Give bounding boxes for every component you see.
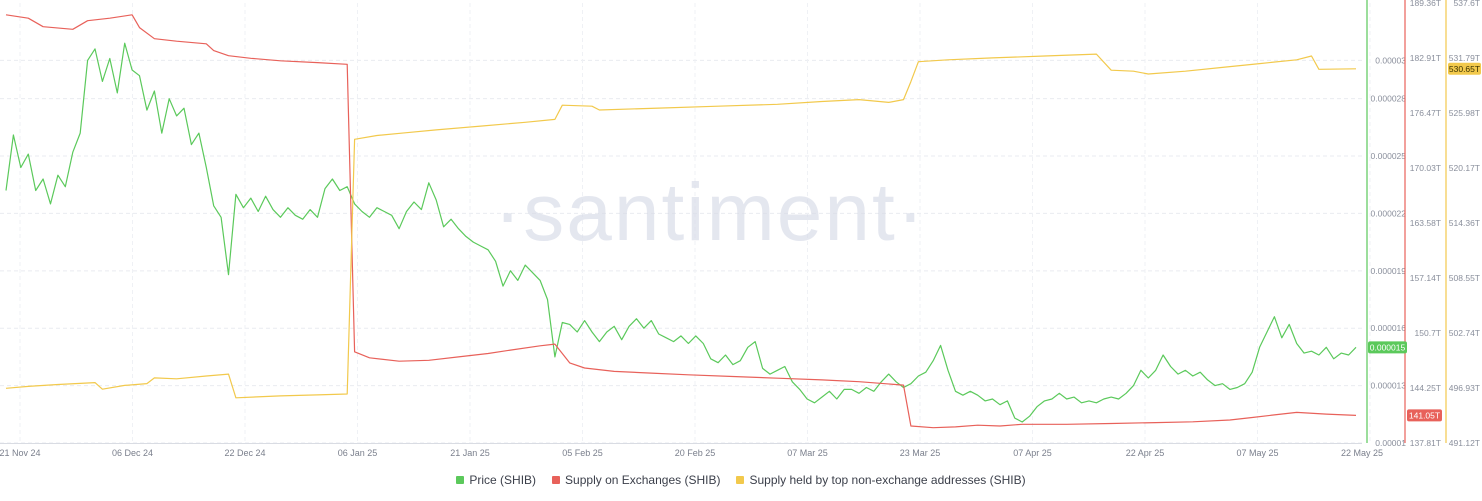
grid-lines xyxy=(0,3,1371,444)
axes: 0.000010.0000130.0000160.0000190.0000220… xyxy=(1366,0,1480,448)
axis-tick-label-exchanges: 157.14T xyxy=(1410,273,1441,283)
axis-tick-label-top_holders: 496.93T xyxy=(1449,383,1480,393)
axis-tick-label-exchanges: 176.47T xyxy=(1410,108,1441,118)
axis-tick-label-price: 0.000016 xyxy=(1371,323,1407,333)
legend-swatch-exchanges xyxy=(552,476,561,484)
current-badge-label-top_holders: 530.65T xyxy=(1449,64,1480,74)
axis-tick-label-price: 0.000013 xyxy=(1371,381,1407,391)
axis-tick-label-top_holders: 491.12T xyxy=(1449,438,1480,448)
axis-tick-label-top_holders: 502.74T xyxy=(1449,328,1480,338)
axis-tick-label-exchanges: 144.25T xyxy=(1410,383,1441,393)
axis-tick-label-top_holders: 514.36T xyxy=(1449,218,1480,228)
axis-tick-label-top_holders: 508.55T xyxy=(1449,273,1480,283)
series-line-top_holders xyxy=(5,53,1357,399)
x-tick-label: 22 Dec 24 xyxy=(224,448,265,458)
axis-tick-label-top_holders: 531.79T xyxy=(1449,53,1480,63)
axis-tick-label-price: 0.000028 xyxy=(1371,94,1407,104)
legend: Price (SHIB) Supply on Exchanges (SHIB) … xyxy=(0,470,1482,490)
axis-tick-label-exchanges: 137.81T xyxy=(1410,438,1441,448)
legend-label-price: Price (SHIB) xyxy=(469,473,537,487)
x-tick-label: 07 Mar 25 xyxy=(787,448,828,458)
watermark-text: ·santiment· xyxy=(494,167,926,258)
axis-tick-label-price: 0.000022 xyxy=(1371,208,1407,218)
axis-tick-label-exchanges: 163.58T xyxy=(1410,218,1441,228)
axis-tick-label-exchanges: 182.91T xyxy=(1410,53,1441,63)
axis-tick-label-exchanges: 150.7T xyxy=(1415,328,1441,338)
current-badge-price xyxy=(1368,341,1407,354)
axis-tick-label-price: 0.000025 xyxy=(1371,151,1407,161)
x-tick-label: 05 Feb 25 xyxy=(562,448,603,458)
x-tick-label: 06 Dec 24 xyxy=(112,448,153,458)
x-tick-label: 07 Apr 25 xyxy=(1013,448,1052,458)
legend-swatch-top-holders xyxy=(736,476,745,484)
axis-tick-label-top_holders: 537.6T xyxy=(1454,0,1480,8)
x-tick-label: 22 Apr 25 xyxy=(1126,448,1165,458)
x-tick-label: 07 May 25 xyxy=(1236,448,1278,458)
axis-tick-label-price: 0.000019 xyxy=(1371,266,1407,276)
legend-label-top-holders: Supply held by top non-exchange addresse… xyxy=(749,473,1026,487)
current-badge-top_holders xyxy=(1448,62,1481,75)
x-tick-label: 23 Mar 25 xyxy=(900,448,941,458)
legend-label-exchanges: Supply on Exchanges (SHIB) xyxy=(565,473,721,487)
current-badge-label-price: 0.000015 xyxy=(1370,342,1406,352)
series-line-exchanges xyxy=(5,14,1357,429)
current-badge-label-exchanges: 141.05T xyxy=(1409,410,1440,420)
x-tick-label: 21 Nov 24 xyxy=(0,448,41,458)
axis-tick-label-top_holders: 525.98T xyxy=(1449,108,1480,118)
x-tick-label: 22 May 25 xyxy=(1341,448,1383,458)
axis-tick-label-top_holders: 520.17T xyxy=(1449,163,1480,173)
axis-tick-label-price: 0.00001 xyxy=(1375,438,1406,448)
current-value-badges: 0.000015 141.05T 530.65T xyxy=(1368,62,1481,422)
legend-item-price[interactable]: Price (SHIB) xyxy=(456,473,536,487)
x-tick-label: 06 Jan 25 xyxy=(338,448,378,458)
series-lines xyxy=(5,14,1357,429)
current-badge-exchanges xyxy=(1407,409,1442,422)
axis-tick-label-exchanges: 170.03T xyxy=(1410,163,1441,173)
axis-tick-label-price: 0.00003 xyxy=(1375,55,1406,65)
x-tick-label: 21 Jan 25 xyxy=(450,448,490,458)
x-tick-label: 20 Feb 25 xyxy=(675,448,716,458)
legend-item-exchanges[interactable]: Supply on Exchanges (SHIB) xyxy=(552,473,720,487)
legend-swatch-price xyxy=(456,476,465,484)
legend-item-top-holders[interactable]: Supply held by top non-exchange addresse… xyxy=(736,473,1026,487)
x-axis-ticks: 21 Nov 24 06 Dec 24 22 Dec 24 06 Jan 25 21 J… xyxy=(0,448,1383,458)
axis-tick-label-exchanges: 189.36T xyxy=(1410,0,1441,8)
series-line-price xyxy=(5,42,1357,423)
